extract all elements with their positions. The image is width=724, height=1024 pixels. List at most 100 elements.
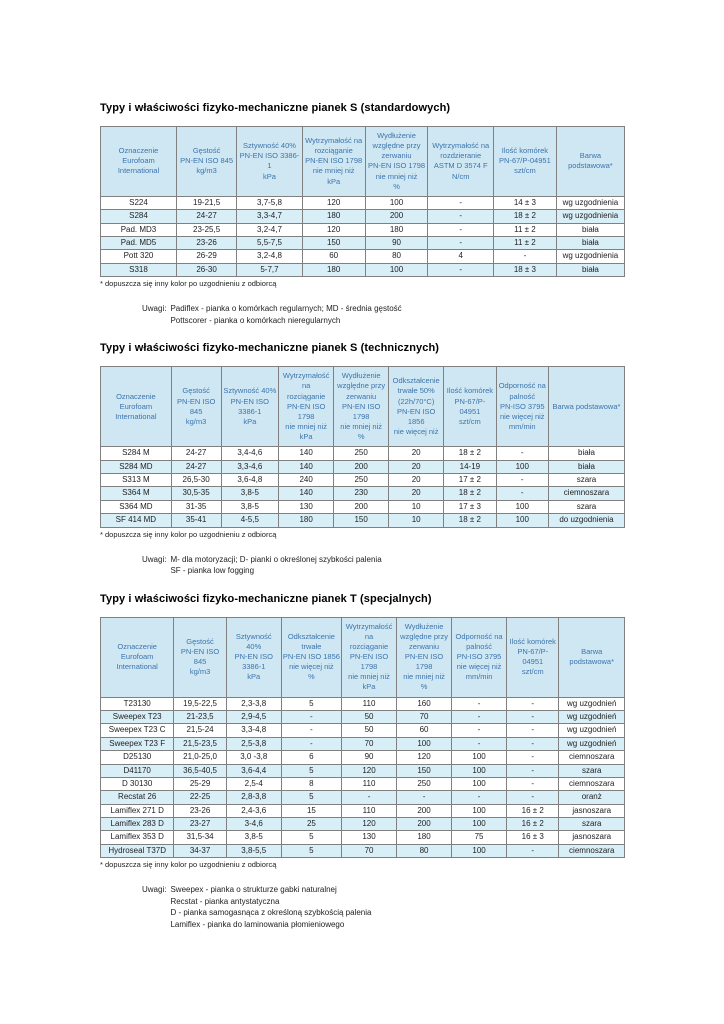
table-cell: 4-5,5: [220, 513, 280, 528]
table-cell: -: [396, 790, 453, 805]
table-cell: 5,5-7,5: [236, 235, 303, 251]
table-cell: Pad. MD5: [100, 235, 177, 251]
column-header: Ilość komórek PN-67/P-04951 szt/cm: [443, 366, 497, 448]
table-cell: 21-23,5: [173, 709, 227, 725]
table-cell: 19,5-22,5: [173, 696, 227, 711]
table-cell: 100: [451, 803, 508, 819]
table-cell: 100: [451, 763, 508, 778]
column-header: Barwa podstawowa*: [558, 616, 625, 698]
column-header: Wytrzymałość na rozciąganie PN-EN ISO 17…: [301, 126, 366, 197]
table-body: T23130 19,5-22,5 2,3-3,8 5 110 160- - wg uzgodn…: [99, 696, 625, 859]
table-row: S284 24-27 3,3-4,7 180 200-18 ± 2 wg uzgodnie…: [100, 209, 626, 224]
table-cell: -: [506, 776, 560, 792]
table-row: Pad. MD5 23-26 5,5-7,5 150 90-11 ± 2 biała: [100, 235, 626, 251]
section-pianki-s-standardowe: Typy i właściwości fizyko-mechaniczne pi…: [100, 102, 626, 326]
table-cell: 2,4-3,6: [225, 803, 282, 819]
table-cell: 35-41: [170, 513, 222, 528]
column-header: Sztywność 40% PN-EN ISO 3386-1 kPa: [225, 616, 282, 698]
table-cell: 110: [341, 803, 398, 819]
table-cell: 100: [451, 776, 508, 792]
column-header: Wytrzymałość na rozciąganie PN-EN ISO 17…: [278, 366, 335, 448]
table-row: D25130 21,0-25,0 3,0 -3,8 6 90 120 100- ciemnos…: [99, 750, 625, 765]
table-cell: 31-35: [170, 499, 222, 515]
table-cell: 3,3-4,6: [220, 459, 280, 474]
table-footnote: * dopuszcza się inny kolor po uzgodnieni…: [100, 860, 277, 870]
table-cell: wg uzgodnień: [558, 736, 625, 752]
column-header: Barwa podstawowa*: [555, 126, 626, 197]
table-cell: Lamiflex 271 D: [99, 803, 175, 819]
table-cell: biała: [547, 446, 626, 461]
table-cell: 25-29: [173, 776, 227, 792]
column-header: Gęstość PN-EN ISO 845 kg/m3: [175, 126, 238, 197]
table-cell: 120: [341, 763, 398, 778]
table-cell: 3,7-5,8: [236, 195, 303, 211]
table-row: Recstat 26 22-25 2,8-3,8 5- - - - oranż: [99, 790, 625, 805]
table-cell: 3,2-4,7: [236, 222, 303, 237]
table-cell: 21,0-25,0: [173, 750, 227, 765]
table-cell: 20: [388, 486, 445, 501]
column-header: Odkształcenie trwałe 50% (22h/70°C) PN-E…: [388, 366, 445, 448]
table-cell: 3,2-4,8: [236, 249, 303, 264]
table-cell: 24-27: [175, 209, 238, 224]
column-header: Gęstość PN-EN ISO 845 kg/m3: [173, 616, 227, 698]
table-row: S318 26-30 5-7,7 180 100-18 ± 3 biała: [100, 262, 626, 278]
table-cell: -: [451, 696, 508, 711]
table-cell: 36,5-40,5: [173, 763, 227, 778]
notes-block: Uwagi: M- dla motoryzacji; D- pianki o o…: [142, 554, 625, 577]
table-cell: -: [506, 843, 560, 859]
table-cell: 24-27: [170, 446, 222, 461]
table-cell: -: [506, 696, 560, 711]
table-cell: 26-29: [175, 249, 238, 264]
table-cell: 160: [396, 696, 453, 711]
table-cell: -: [506, 763, 560, 778]
table-cell: ciemnoszara: [547, 486, 626, 501]
table-cell: -: [506, 736, 560, 752]
table-cell: 23-27: [173, 817, 227, 832]
table-cell: 26-30: [175, 262, 238, 278]
table-cell: 200: [333, 499, 390, 515]
table-cell: -: [451, 736, 508, 752]
table-cell: D41170: [99, 763, 175, 778]
table-cell: 34-37: [173, 843, 227, 859]
table-cell: -: [506, 709, 560, 725]
table-cell: 140: [278, 459, 335, 474]
table-cell: Pad. MD3: [100, 222, 177, 237]
table-cell: 130: [278, 499, 335, 515]
table-cell: wg uzgodnienia: [555, 209, 626, 224]
table-cell: biała: [555, 262, 626, 278]
table-cell: Pott 320: [100, 249, 177, 264]
table-cell: Lamiflex 283 D: [99, 817, 175, 832]
table-cell: 24-27: [170, 459, 222, 474]
column-header: Ilość komórek PN-67/P-04951 szt/cm: [492, 126, 557, 197]
table-row: Sweepex T23 F 21,5-23,5 2,5-3,8-70 100- - wg …: [99, 736, 625, 752]
table-cell: 70: [341, 736, 398, 752]
table-cell: 100: [364, 262, 429, 278]
table-cell: 30,5-35: [170, 486, 222, 501]
table-row: D 30130 25-29 2,5-4 8 110 250 100- ciemnoszara: [99, 776, 625, 792]
table-cell: jasnoszara: [558, 830, 625, 845]
table-cell: Sweepex T23 C: [99, 723, 175, 738]
table-cell: -: [341, 790, 398, 805]
table-row: Hydroseal T37D 34-37 3,8-5,5 5 70 80 100- ciemn…: [99, 843, 625, 859]
column-header: Sztywność 40% PN-EN ISO 3386-1 kPa: [236, 126, 303, 197]
column-header: Wytrzymałość na rozciąganie PN-EN ISO 17…: [341, 616, 398, 698]
notes-text: Padiflex - pianka o komórkach regularnyc…: [170, 304, 402, 325]
table-cell: 5-7,7: [236, 262, 303, 278]
table-cell: 50: [341, 723, 398, 738]
column-header: Barwa podstawowa*: [547, 366, 626, 448]
table-cell: 10: [388, 513, 445, 528]
table-cell: biała: [547, 459, 626, 474]
table-cell: S284 M: [100, 446, 172, 461]
table-cell: 180: [364, 222, 429, 237]
section-pianki-t-specjalne: Typy i właściwości fizyko-mechaniczne pi…: [99, 593, 625, 931]
table-cell: 18 ± 2: [443, 446, 497, 461]
table-cell: 50: [341, 709, 398, 725]
table-cell: 80: [364, 249, 429, 264]
table-cell: 5: [280, 843, 343, 859]
table-cell: -: [492, 249, 557, 264]
table-cell: szara: [547, 472, 626, 488]
table-row: Sweepex T23 C 21,5-24 3,3-4,8-50 60- - wg uzg…: [99, 723, 625, 738]
table-cell: -: [427, 209, 494, 224]
table-cell: 23-26: [175, 235, 238, 251]
column-header: Ilość komórek PN-67/P-04951 szt/cm: [506, 616, 560, 698]
